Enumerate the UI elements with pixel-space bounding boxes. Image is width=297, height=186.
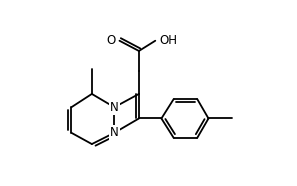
Text: O: O bbox=[106, 34, 116, 47]
Text: N: N bbox=[110, 126, 119, 139]
Text: OH: OH bbox=[159, 34, 177, 47]
Text: N: N bbox=[110, 101, 119, 114]
